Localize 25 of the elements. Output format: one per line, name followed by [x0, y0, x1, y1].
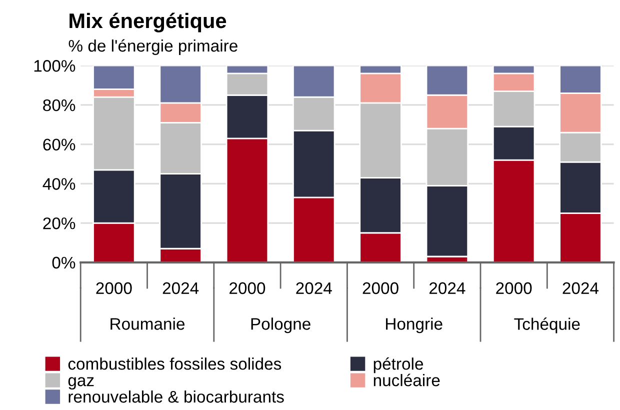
y-tick-label: 100% [34, 60, 76, 72]
y-tick-label: 60% [43, 138, 76, 151]
x-tick-label: 2024 [162, 282, 199, 294]
legend-label: combustibles fossiles solides [68, 358, 282, 370]
text: Roumanie [110, 318, 184, 330]
chart-title: Mix énergétique [70, 12, 226, 32]
x-tick-label: 2024 [296, 282, 332, 294]
x-tick-label: 2000 [96, 282, 132, 294]
x-tick-label: 2024 [562, 282, 599, 294]
x-tick-label: 2000 [230, 282, 266, 294]
y-tick-label: 40% [42, 178, 76, 190]
x-tick-label: 2000 [496, 282, 532, 294]
y-tick-label: 20% [43, 217, 76, 230]
text: Tchéquie [514, 318, 580, 334]
chart-subtitle: % de l'énergie primaire [68, 39, 238, 56]
legend-label: nucléaire [374, 374, 440, 386]
legend-label: renouvelable & biocarburants [68, 390, 284, 403]
y-tick-label: 0% [52, 256, 76, 269]
text: Hongrie [386, 318, 442, 334]
text: Pologne [251, 318, 310, 334]
x-tick-label: 2000 [362, 282, 398, 294]
y-tick-label: 80% [43, 99, 76, 112]
legend-label: pétrole [374, 357, 424, 374]
legend-label: gaz [68, 377, 94, 390]
x-tick-label: 2024 [429, 282, 466, 294]
